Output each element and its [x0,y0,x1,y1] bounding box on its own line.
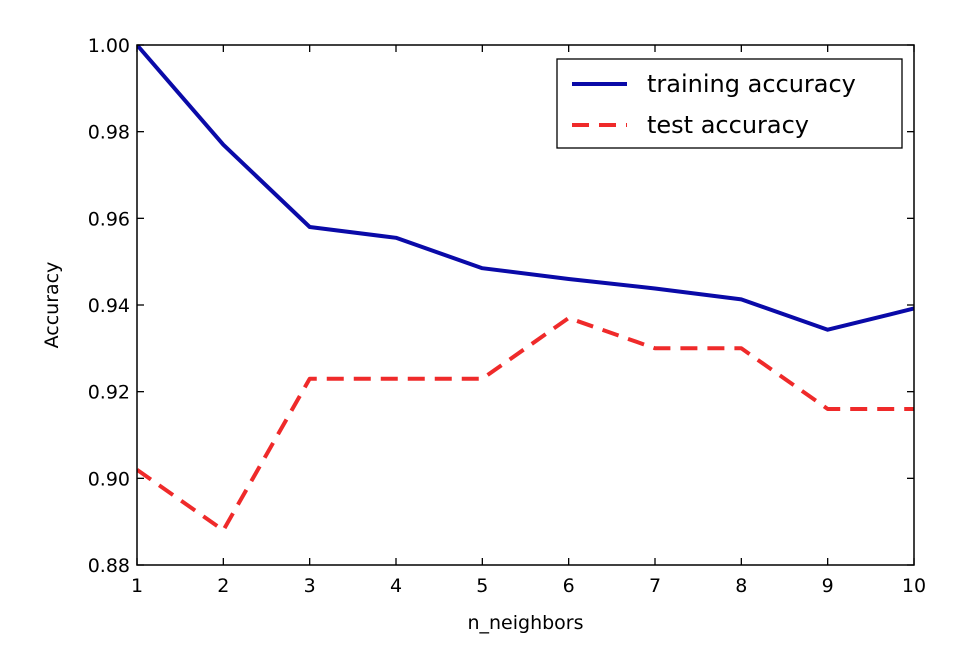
y-tick-label: 0.92 [88,382,130,404]
x-tick-label: 8 [735,575,747,597]
y-tick-label: 0.94 [88,295,130,317]
x-tick-label: 5 [476,575,488,597]
y-tick-label: 0.90 [88,468,130,490]
y-tick-label: 0.96 [88,208,130,230]
x-tick-label: 1 [131,575,143,597]
x-tick-label: 10 [902,575,926,597]
x-tick-label: 6 [563,575,575,597]
y-tick-label: 1.00 [88,35,130,57]
x-axis-label: n_neighbors [467,612,583,634]
tick-marks [136,44,915,566]
series-line-test-accuracy [137,316,914,533]
legend-label-test-accuracy: test accuracy [647,111,809,139]
series-layer [137,45,914,533]
x-tick-label: 2 [217,575,229,597]
y-axis-label: Accuracy [41,262,63,349]
series-line-training-accuracy [137,45,914,332]
legend-label-training-accuracy: training accuracy [647,70,856,98]
x-tick-label: 3 [304,575,316,597]
x-tick-label: 9 [822,575,834,597]
x-tick-label: 4 [390,575,402,597]
y-tick-label: 0.88 [88,555,130,577]
legend-box [556,58,903,149]
legend: training accuracy test accuracy [556,58,903,149]
x-tick-label: 7 [649,575,661,597]
tick-labels: 1 2 3 4 5 6 7 8 9 10 0.88 0.90 0.92 0.94 0.96 0.98 1.00 [88,35,926,597]
y-tick-label: 0.98 [88,122,130,144]
